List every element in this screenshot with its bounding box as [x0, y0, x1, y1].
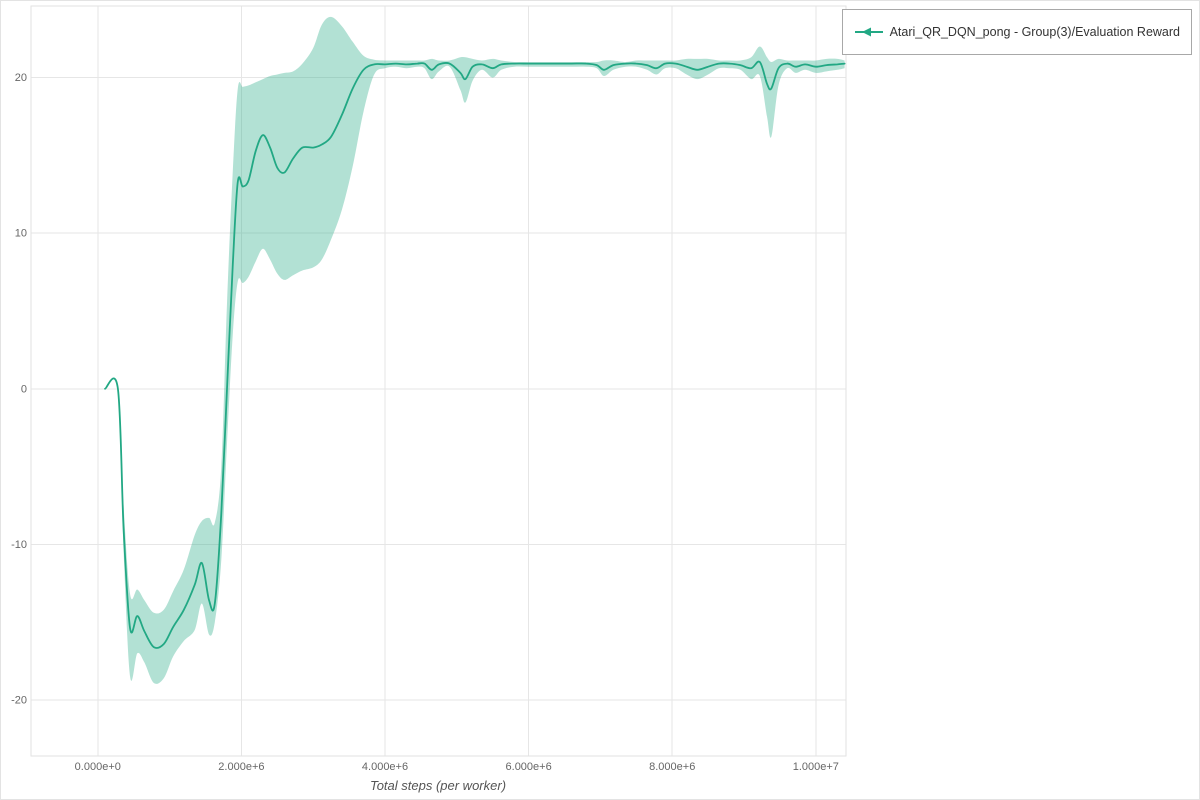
x-tick-label: 8.000e+6	[649, 761, 695, 773]
y-tick-label: -20	[11, 694, 27, 706]
legend-item-evaluation-reward[interactable]: Atari_QR_DQN_pong - Group(3)/Evaluation …	[854, 23, 1180, 41]
x-tick-label: 6.000e+6	[506, 761, 552, 773]
gridlines	[31, 6, 846, 756]
confidence-band	[105, 16, 845, 684]
y-tick-label: 20	[15, 72, 27, 84]
series-line	[104, 60, 846, 649]
plot-area-border	[30, 5, 847, 757]
left-triangle-marker-icon	[861, 27, 871, 37]
x-axis-label: Total steps (per worker)	[370, 778, 506, 793]
y-tick-label: 0	[21, 383, 27, 395]
x-tick-label: 4.000e+6	[362, 761, 408, 773]
legend-label: Atari_QR_DQN_pong - Group(3)/Evaluation …	[889, 25, 1180, 39]
legend: Atari_QR_DQN_pong - Group(3)/Evaluation …	[841, 9, 1192, 55]
tick-labels: 0.000e+0 2.000e+6 4.000e+6 6.000e+6 8.000e+6…	[11, 72, 839, 773]
y-tick-label: 10	[15, 228, 27, 240]
x-tick-label: 0.000e+0	[75, 761, 121, 773]
y-tick-label: -10	[11, 539, 27, 551]
legend-line-marker-icon	[854, 27, 883, 37]
x-tick-label: 1.000e+7	[793, 761, 839, 773]
x-tick-label: 2.000e+6	[218, 761, 264, 773]
